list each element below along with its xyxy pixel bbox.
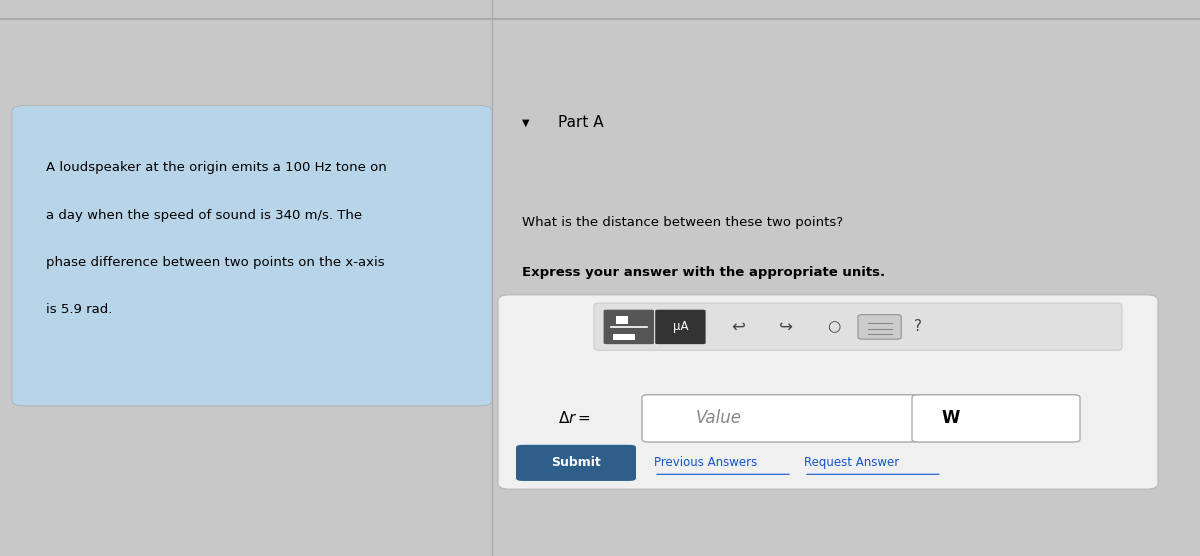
FancyBboxPatch shape [12, 106, 492, 406]
Text: Submit: Submit [551, 456, 601, 469]
Text: A loudspeaker at the origin emits a 100 Hz tone on: A loudspeaker at the origin emits a 100 … [46, 161, 386, 174]
FancyBboxPatch shape [498, 295, 1158, 489]
Text: Previous Answers: Previous Answers [654, 456, 757, 469]
FancyBboxPatch shape [616, 316, 628, 324]
Text: ↩: ↩ [731, 318, 745, 336]
FancyBboxPatch shape [912, 395, 1080, 442]
FancyBboxPatch shape [613, 334, 635, 340]
Text: ?: ? [914, 320, 922, 334]
Text: Part A: Part A [558, 115, 604, 130]
Text: Express your answer with the appropriate units.: Express your answer with the appropriate… [522, 266, 886, 279]
FancyBboxPatch shape [604, 310, 654, 344]
Text: W: W [942, 409, 960, 427]
FancyBboxPatch shape [642, 395, 918, 442]
Text: is 5.9 rad.: is 5.9 rad. [46, 303, 112, 316]
Text: μA: μA [673, 320, 688, 334]
Text: $\Delta r =$: $\Delta r =$ [558, 410, 590, 426]
Text: ○: ○ [827, 320, 841, 334]
FancyBboxPatch shape [594, 303, 1122, 350]
FancyBboxPatch shape [516, 445, 636, 481]
FancyBboxPatch shape [655, 310, 706, 344]
Text: What is the distance between these two points?: What is the distance between these two p… [522, 216, 844, 229]
Text: a day when the speed of sound is 340 m/s. The: a day when the speed of sound is 340 m/s… [46, 208, 361, 221]
Text: ▼: ▼ [522, 117, 529, 127]
Text: Request Answer: Request Answer [804, 456, 899, 469]
FancyBboxPatch shape [858, 315, 901, 339]
Text: ↪: ↪ [779, 318, 793, 336]
Text: Value: Value [696, 409, 742, 427]
Text: phase difference between two points on the x-axis: phase difference between two points on t… [46, 256, 384, 269]
